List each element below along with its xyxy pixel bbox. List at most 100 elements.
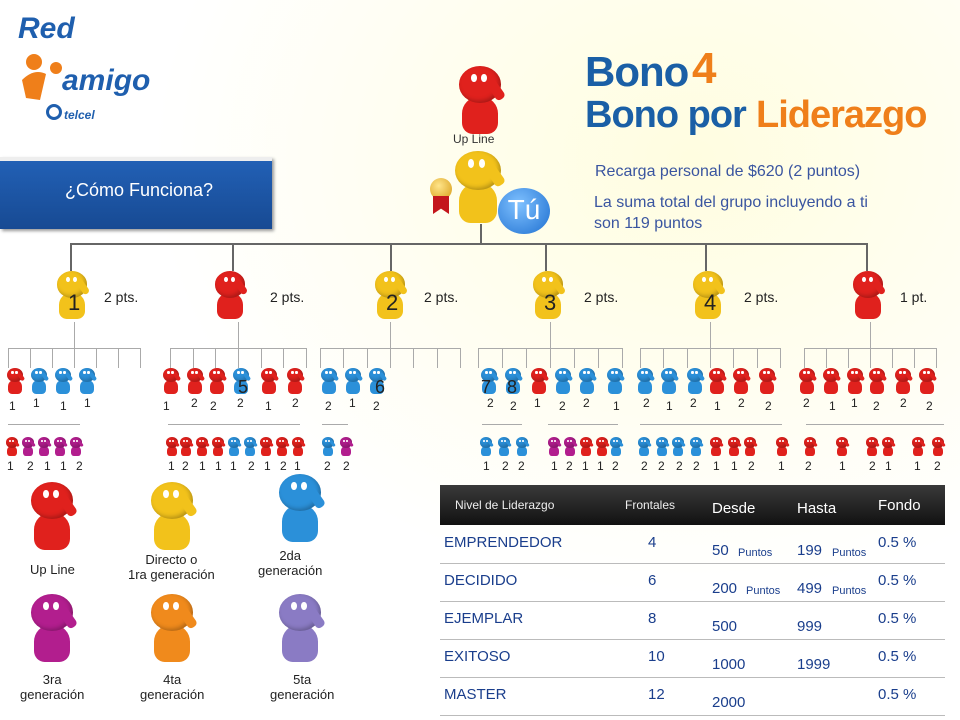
person-eye xyxy=(237,370,240,374)
person-eye xyxy=(250,439,252,442)
frontal-connector xyxy=(232,243,234,271)
level2-figure xyxy=(230,366,252,395)
level3-figure xyxy=(20,436,36,457)
level2-figure xyxy=(706,366,728,395)
main-vertical-line xyxy=(480,224,482,244)
level2-frontal-number: 6 xyxy=(375,377,386,397)
level3-point: 1 xyxy=(839,459,846,473)
th-nivel: Nivel de Liderazgo xyxy=(455,498,555,512)
person-head xyxy=(775,437,789,448)
title-liderazgo: Liderazgo xyxy=(756,94,927,136)
level3-figure xyxy=(654,436,670,457)
level2-point: 2 xyxy=(237,396,244,410)
legend-label: Directo o 1ra generación xyxy=(128,552,215,582)
level3-point: 1 xyxy=(731,459,738,473)
level3-bus-line xyxy=(548,424,618,425)
level2-figure xyxy=(658,366,680,395)
person-eye xyxy=(377,370,380,374)
level2-point: 2 xyxy=(191,396,198,410)
level2-tick-line xyxy=(320,348,321,368)
person-eye xyxy=(583,439,586,442)
person-body xyxy=(322,445,334,457)
level2-tick-line xyxy=(215,348,217,368)
person-eye xyxy=(171,370,174,374)
level2-figure xyxy=(184,366,206,395)
person-eye xyxy=(827,370,830,374)
person-eye xyxy=(717,370,720,374)
level2-tick-line xyxy=(283,348,285,368)
level2-figure xyxy=(756,366,778,395)
legend-figure xyxy=(272,590,328,663)
frontal-figure xyxy=(848,268,888,320)
level2-tick-line xyxy=(52,348,53,368)
person-eye xyxy=(15,370,18,374)
level3-point: 2 xyxy=(641,459,648,473)
cell-frontales: 12 xyxy=(648,686,665,703)
level3-point: 1 xyxy=(44,459,51,473)
frontal-connector xyxy=(545,243,547,271)
person-body xyxy=(187,379,203,395)
person-eye xyxy=(291,482,297,491)
level3-figure xyxy=(880,436,896,457)
person-eye xyxy=(747,439,750,442)
level2-tick-line xyxy=(192,348,194,368)
legend-figure xyxy=(272,470,328,543)
person-eye xyxy=(693,439,696,442)
level2-figure xyxy=(206,366,228,395)
person-eye xyxy=(87,370,90,374)
frontal-points: 1 pt. xyxy=(900,289,928,305)
frontal-connector xyxy=(390,243,392,271)
level3-point: 2 xyxy=(324,459,331,473)
person-body xyxy=(823,379,839,395)
person-body xyxy=(261,379,277,395)
person-eye xyxy=(282,439,284,442)
frontal-points: 2 pts. xyxy=(424,289,459,305)
level3-figure xyxy=(594,436,610,457)
level2-point: 1 xyxy=(714,399,721,413)
person-eye xyxy=(489,370,492,374)
level2-point: 1 xyxy=(163,399,170,413)
person-body xyxy=(672,445,684,457)
cell-desde: 50 xyxy=(712,542,729,559)
level2-point: 2 xyxy=(803,396,810,410)
level2-point: 1 xyxy=(613,399,620,413)
level2-point: 2 xyxy=(559,399,566,413)
person-body xyxy=(610,445,622,457)
person-eye xyxy=(691,370,694,374)
level2-figure xyxy=(76,366,98,395)
level3-figure xyxy=(36,436,52,457)
person-head xyxy=(53,437,67,448)
level2-tick-line xyxy=(598,348,599,368)
person-body xyxy=(690,445,702,457)
person-eye xyxy=(241,370,244,374)
person-head xyxy=(211,437,225,448)
level2-figure xyxy=(866,366,888,395)
level2-tick-line xyxy=(74,348,75,368)
person-head xyxy=(275,437,289,448)
person-eye xyxy=(641,370,644,374)
person-eye xyxy=(541,276,546,283)
level2-point: 2 xyxy=(900,396,907,410)
level3-point: 1 xyxy=(168,459,175,473)
level3-point: 2 xyxy=(934,459,941,473)
frontal-figure xyxy=(688,268,728,320)
level3-bus-line xyxy=(806,424,944,425)
person-eye xyxy=(767,370,770,374)
person-eye xyxy=(215,439,218,442)
person-eye xyxy=(485,370,488,374)
level2-figure xyxy=(160,366,182,395)
level2-point: 1 xyxy=(666,399,673,413)
level3-point: 2 xyxy=(658,459,665,473)
person-body xyxy=(481,379,497,395)
level2-figure xyxy=(604,366,626,395)
level2-tick-line xyxy=(526,348,527,368)
person-eye xyxy=(39,370,42,374)
upline-label: Up Line xyxy=(453,132,495,146)
level2-tick-line xyxy=(238,348,239,368)
level2-point: 2 xyxy=(765,399,772,413)
person-eye xyxy=(741,370,744,374)
person-eye xyxy=(842,439,844,442)
level3-bus-line xyxy=(482,424,522,425)
level2-tick-line xyxy=(550,348,551,368)
person-eye xyxy=(888,439,890,442)
